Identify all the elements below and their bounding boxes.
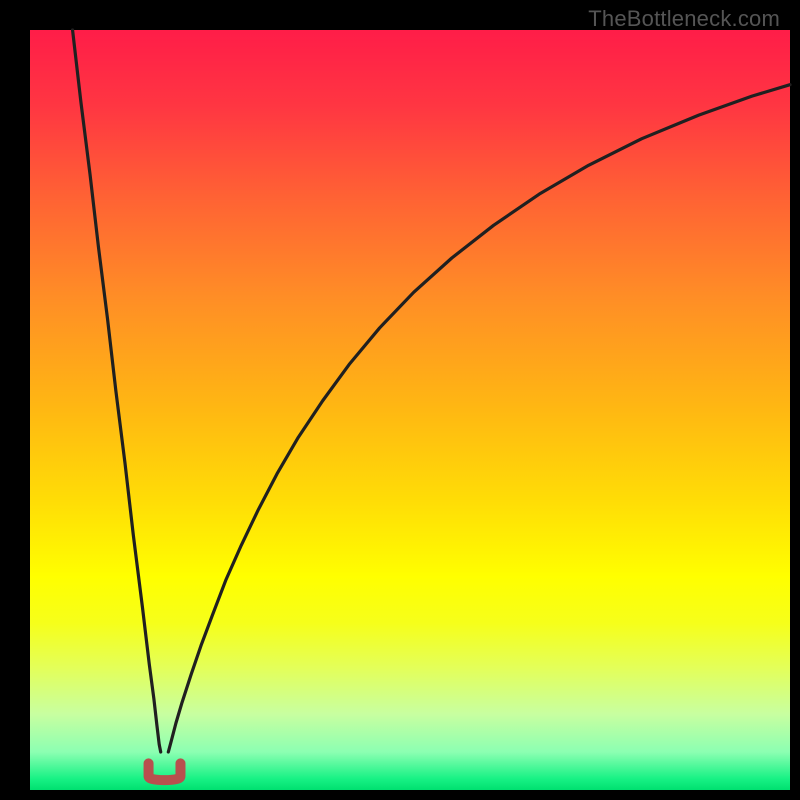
plot-background [30,30,790,790]
chart-svg [0,0,800,800]
watermark-text: TheBottleneck.com [588,6,780,32]
chart-frame: TheBottleneck.com [0,0,800,800]
